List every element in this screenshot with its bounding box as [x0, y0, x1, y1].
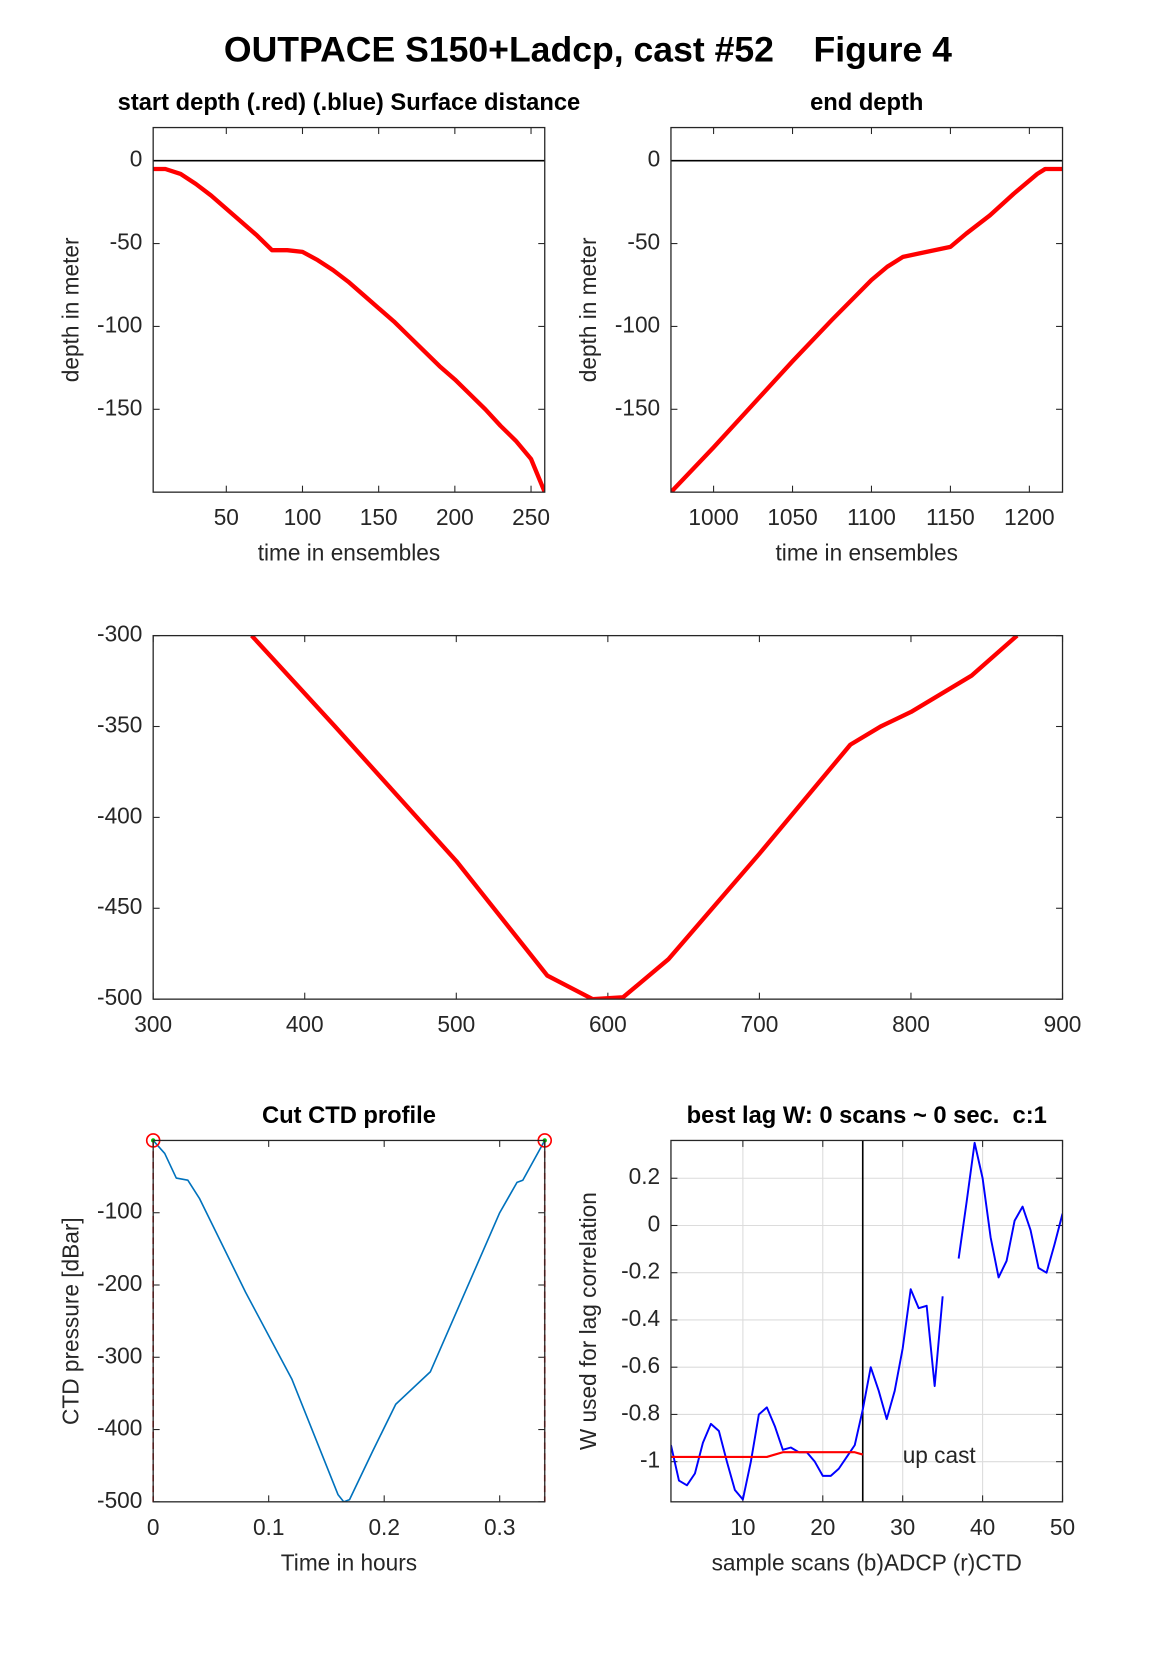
x-tick-label: 500 [437, 1011, 475, 1037]
y-tick-label: -500 [97, 984, 142, 1010]
plot-frame [152, 126, 546, 493]
y-tick-label: 0 [648, 146, 661, 172]
y-axis-label: W used for lag correlation [575, 1192, 601, 1450]
x-tick-label: 600 [589, 1011, 627, 1037]
y-tick-label: -150 [615, 394, 660, 420]
x-tick-label: 700 [741, 1011, 779, 1037]
x-tick-label: 50 [1050, 1514, 1075, 1540]
data-line [153, 166, 545, 493]
plot-frame [670, 1139, 1064, 1503]
y-axis-label: depth in meter [57, 237, 83, 382]
plot-frame [152, 634, 1064, 1000]
plot-title: best lag W: 0 scans ~ 0 sec. c:1 [687, 1103, 1047, 1129]
plot-title: start depth (.red) (.blue) Surface dista… [118, 90, 581, 116]
y-tick-label: -0.4 [621, 1305, 660, 1331]
x-tick-label: 50 [214, 504, 239, 530]
data-line [670, 1451, 864, 1459]
x-tick-label: 200 [436, 504, 474, 530]
x-tick-label: 0 [147, 1514, 160, 1540]
y-tick-label: -1 [640, 1447, 660, 1473]
y-tick-label: 0 [130, 146, 143, 172]
x-tick-label: 250 [512, 504, 550, 530]
x-axis-label: time in ensembles [258, 540, 440, 566]
x-tick-label: 1150 [926, 504, 975, 530]
x-tick-label: 40 [970, 1514, 995, 1540]
y-tick-label: -300 [97, 621, 142, 647]
y-axis-label: depth in meter [575, 237, 601, 382]
y-tick-label: -150 [97, 394, 142, 420]
x-tick-label: 20 [810, 1514, 835, 1540]
annotation: up cast [903, 1442, 977, 1468]
plot-title: end depth [810, 90, 923, 116]
plot-frame [152, 1139, 546, 1503]
plot-title: Cut CTD profile [262, 1103, 436, 1129]
x-axis-label: sample scans (b)ADCP (r)CTD [712, 1549, 1022, 1575]
y-tick-label: -0.8 [621, 1399, 660, 1425]
y-tick-label: -0.6 [621, 1352, 660, 1378]
x-tick-label: 150 [360, 504, 398, 530]
x-tick-label: 300 [134, 1011, 172, 1037]
x-tick-label: 1200 [1004, 504, 1054, 530]
y-axis-label: CTD pressure [dBar] [57, 1217, 83, 1425]
plot-frame [670, 126, 1064, 493]
y-tick-label: 0 [648, 1210, 661, 1236]
y-tick-label: -400 [97, 802, 142, 828]
x-tick-label: 100 [284, 504, 322, 530]
figure-title: OUTPACE S150+Ladcp, cast #52 Figure 4 [224, 29, 952, 69]
data-line [670, 1141, 1063, 1501]
x-tick-label: 30 [890, 1514, 915, 1540]
data-line [250, 635, 1019, 1000]
x-tick-label: 1050 [767, 504, 817, 530]
y-tick-label: -400 [97, 1415, 142, 1441]
x-tick-label: 0.2 [368, 1514, 399, 1540]
y-tick-label: -100 [97, 1198, 142, 1224]
x-axis-label: Time in hours [281, 1549, 417, 1575]
y-tick-label: -100 [97, 311, 142, 337]
y-tick-label: -200 [97, 1270, 142, 1296]
data-line [670, 166, 1063, 493]
x-tick-label: 900 [1044, 1011, 1082, 1037]
x-tick-label: 400 [286, 1011, 324, 1037]
y-tick-label: -450 [97, 893, 142, 919]
x-tick-label: 0.3 [484, 1514, 515, 1540]
y-tick-label: -0.2 [621, 1258, 660, 1284]
x-tick-label: 1100 [847, 504, 896, 530]
x-tick-label: 800 [892, 1011, 930, 1037]
x-axis-label: time in ensembles [776, 540, 958, 566]
y-tick-label: 0.2 [629, 1163, 660, 1189]
y-tick-label: -500 [97, 1487, 142, 1513]
data-line [153, 1140, 545, 1502]
x-tick-label: 0.1 [253, 1514, 284, 1540]
y-tick-label: -50 [110, 229, 143, 255]
y-tick-label: -350 [97, 711, 142, 737]
y-tick-label: -50 [627, 229, 660, 255]
x-tick-label: 1000 [688, 504, 738, 530]
y-tick-label: -100 [615, 311, 660, 337]
x-tick-label: 10 [730, 1514, 755, 1540]
y-tick-label: -300 [97, 1342, 142, 1368]
